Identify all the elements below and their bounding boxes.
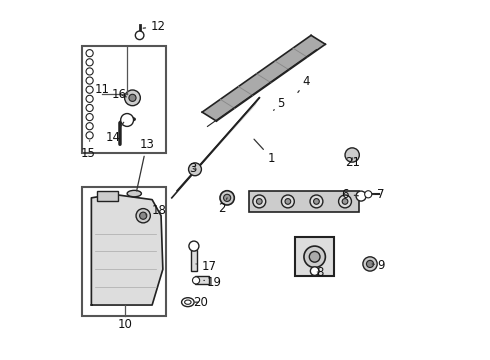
Text: 21: 21 bbox=[344, 156, 360, 169]
Ellipse shape bbox=[185, 300, 191, 304]
Ellipse shape bbox=[182, 298, 194, 307]
Circle shape bbox=[135, 31, 144, 40]
Circle shape bbox=[86, 68, 93, 75]
Text: 5: 5 bbox=[273, 97, 284, 111]
Text: 19: 19 bbox=[204, 276, 222, 289]
Circle shape bbox=[356, 191, 366, 201]
Text: 13: 13 bbox=[137, 138, 154, 191]
Circle shape bbox=[223, 194, 231, 202]
Circle shape bbox=[304, 246, 325, 267]
Polygon shape bbox=[202, 35, 325, 121]
Text: 9: 9 bbox=[372, 259, 385, 272]
Polygon shape bbox=[92, 194, 163, 305]
Circle shape bbox=[367, 260, 373, 267]
Circle shape bbox=[193, 277, 199, 284]
Circle shape bbox=[363, 257, 377, 271]
Text: 11: 11 bbox=[95, 84, 110, 96]
Bar bbox=[195, 276, 209, 284]
Circle shape bbox=[220, 191, 234, 205]
Text: 20: 20 bbox=[194, 296, 209, 309]
Ellipse shape bbox=[127, 190, 142, 197]
Text: 4: 4 bbox=[298, 75, 310, 93]
Bar bbox=[97, 191, 118, 202]
Circle shape bbox=[281, 195, 294, 208]
Text: 6: 6 bbox=[341, 188, 358, 201]
Circle shape bbox=[285, 199, 291, 204]
Text: 2: 2 bbox=[218, 198, 227, 215]
Circle shape bbox=[129, 94, 136, 102]
Text: 3: 3 bbox=[190, 162, 197, 175]
Bar bbox=[295, 237, 334, 276]
Circle shape bbox=[86, 77, 93, 84]
Circle shape bbox=[189, 241, 199, 251]
Circle shape bbox=[365, 191, 372, 198]
Circle shape bbox=[86, 113, 93, 121]
Text: 16: 16 bbox=[112, 88, 127, 101]
Circle shape bbox=[86, 95, 93, 102]
Polygon shape bbox=[172, 98, 259, 198]
Circle shape bbox=[345, 148, 359, 162]
Text: 10: 10 bbox=[117, 318, 132, 331]
Circle shape bbox=[310, 195, 323, 208]
Text: 17: 17 bbox=[196, 260, 217, 273]
Text: 18: 18 bbox=[146, 204, 167, 217]
Bar bbox=[248, 191, 359, 212]
Bar bbox=[191, 249, 197, 271]
Circle shape bbox=[314, 199, 319, 204]
Text: 15: 15 bbox=[81, 141, 96, 160]
Circle shape bbox=[86, 50, 93, 57]
Circle shape bbox=[309, 251, 320, 262]
Circle shape bbox=[86, 123, 93, 130]
Text: 12: 12 bbox=[143, 20, 166, 33]
Circle shape bbox=[342, 199, 348, 204]
Circle shape bbox=[86, 59, 93, 66]
Bar bbox=[82, 187, 167, 316]
Bar bbox=[82, 46, 167, 153]
Circle shape bbox=[86, 132, 93, 139]
Circle shape bbox=[136, 208, 150, 223]
Circle shape bbox=[256, 199, 262, 204]
Text: 8: 8 bbox=[317, 266, 324, 279]
Circle shape bbox=[124, 90, 140, 106]
Circle shape bbox=[339, 195, 351, 208]
Circle shape bbox=[189, 163, 201, 176]
Circle shape bbox=[140, 212, 147, 219]
Circle shape bbox=[121, 113, 134, 126]
Text: 14: 14 bbox=[105, 122, 124, 144]
Circle shape bbox=[86, 104, 93, 112]
Text: 1: 1 bbox=[254, 139, 275, 165]
Circle shape bbox=[86, 86, 93, 93]
Text: 7: 7 bbox=[373, 188, 385, 201]
Circle shape bbox=[253, 195, 266, 208]
Circle shape bbox=[310, 267, 319, 275]
